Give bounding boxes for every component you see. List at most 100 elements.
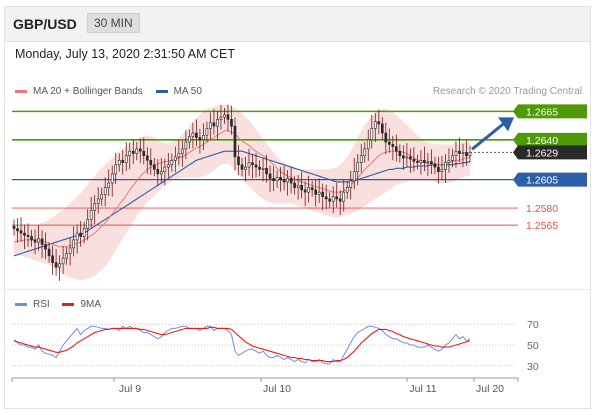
- candle-body: [96, 198, 100, 204]
- candle-body: [328, 198, 332, 202]
- x-tick-label: Jul 10: [263, 383, 291, 395]
- candle-body: [212, 122, 216, 127]
- candle-body: [345, 187, 349, 193]
- candle-body: [279, 177, 282, 180]
- candle: [152, 158, 156, 177]
- candle: [72, 226, 75, 257]
- level-tag-resistance: 1.2665: [513, 104, 587, 119]
- candle-body: [331, 196, 335, 202]
- candle: [19, 217, 23, 242]
- candle-body: [44, 244, 47, 250]
- candle: [387, 128, 391, 153]
- candle: [279, 167, 282, 192]
- candle-body: [289, 178, 293, 184]
- candle-body: [465, 152, 468, 157]
- candle-body: [16, 228, 19, 232]
- rsi-tick-label: 70: [527, 319, 539, 331]
- candle-body: [265, 167, 268, 175]
- candle-body: [437, 166, 440, 172]
- candle: [317, 178, 321, 203]
- candle: [240, 158, 244, 177]
- candle: [33, 229, 37, 255]
- candle-body: [296, 185, 300, 188]
- candle: [145, 147, 149, 174]
- candle: [380, 117, 384, 140]
- candle: [82, 221, 86, 244]
- candle-body: [145, 155, 149, 161]
- candle-body: [275, 177, 279, 182]
- candle: [433, 156, 437, 174]
- candle: [419, 150, 423, 175]
- candle-body: [363, 148, 367, 157]
- candle-body: [272, 178, 275, 182]
- level-tag-bg: [513, 104, 587, 119]
- candle: [216, 110, 219, 140]
- level-label: 1.2629: [526, 147, 558, 159]
- candle-body: [163, 166, 167, 172]
- candle-body: [454, 150, 458, 157]
- candle: [79, 221, 82, 247]
- candle-body: [195, 132, 198, 138]
- candle-body: [65, 253, 68, 259]
- candle: [296, 175, 300, 200]
- candle: [184, 130, 188, 160]
- candle: [44, 232, 47, 260]
- rsi-line: [13, 325, 471, 365]
- candle: [363, 142, 367, 163]
- candle-body: [338, 198, 342, 202]
- candle-body: [68, 247, 72, 254]
- candle: [247, 148, 251, 176]
- candle-body: [61, 257, 65, 265]
- candle: [16, 218, 19, 243]
- candle: [447, 148, 451, 173]
- candle-body: [89, 210, 93, 220]
- candle-body: [247, 162, 251, 168]
- candle: [149, 148, 153, 176]
- candle: [430, 149, 433, 174]
- candle: [468, 145, 472, 163]
- candle: [12, 219, 16, 236]
- candle-body: [447, 159, 451, 163]
- level-tag-bg: [513, 172, 587, 187]
- level-tag-resistance: 1.2640: [513, 132, 587, 147]
- candle-body: [156, 169, 160, 175]
- candle-body: [430, 161, 433, 165]
- ma20-line: [13, 130, 471, 248]
- candle-body: [303, 189, 307, 193]
- candle: [398, 144, 402, 163]
- rsi-legend-swatch: [15, 302, 27, 306]
- candle-body: [433, 163, 437, 168]
- candle: [324, 184, 328, 210]
- candle-body: [205, 128, 209, 136]
- candle-body: [107, 182, 111, 188]
- candle: [275, 170, 279, 188]
- candle-body: [282, 179, 286, 183]
- projection-arrow-head: [498, 117, 514, 132]
- candle-body: [188, 136, 191, 143]
- candle: [191, 122, 195, 149]
- ma50-legend-label: MA 50: [173, 86, 202, 97]
- copyright: Research © 2020 Trading Central: [432, 86, 582, 97]
- candle: [93, 194, 97, 224]
- candle-body: [352, 171, 356, 182]
- projection-arrow-shaft: [471, 122, 505, 151]
- rsi-legend-label: RSI: [33, 299, 50, 310]
- level-label: 1.2665: [526, 106, 558, 118]
- candle: [352, 158, 356, 190]
- level-tag-current: 1.2629: [513, 145, 587, 160]
- candle-body: [181, 148, 184, 154]
- candle-body: [209, 122, 212, 129]
- candle-body: [100, 194, 104, 200]
- candle: [444, 154, 447, 184]
- candle: [342, 180, 346, 212]
- timeframe-button[interactable]: 30 MIN: [87, 13, 140, 33]
- candle: [121, 150, 125, 175]
- candle: [128, 142, 132, 170]
- candle-body: [391, 144, 395, 147]
- candle: [370, 114, 374, 149]
- candle-body: [373, 121, 377, 129]
- candle-body: [342, 191, 346, 202]
- candle-body: [244, 166, 247, 170]
- candle: [409, 148, 412, 173]
- candle: [338, 190, 342, 215]
